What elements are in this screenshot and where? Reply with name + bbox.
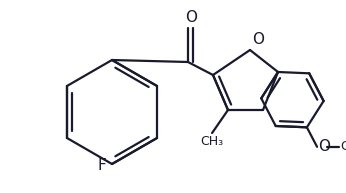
Text: O: O	[318, 139, 330, 154]
Text: CH₃: CH₃	[201, 135, 224, 148]
Text: O: O	[252, 32, 264, 47]
Text: CH₃: CH₃	[340, 140, 346, 153]
Text: F: F	[97, 158, 106, 174]
Text: O: O	[185, 10, 197, 25]
